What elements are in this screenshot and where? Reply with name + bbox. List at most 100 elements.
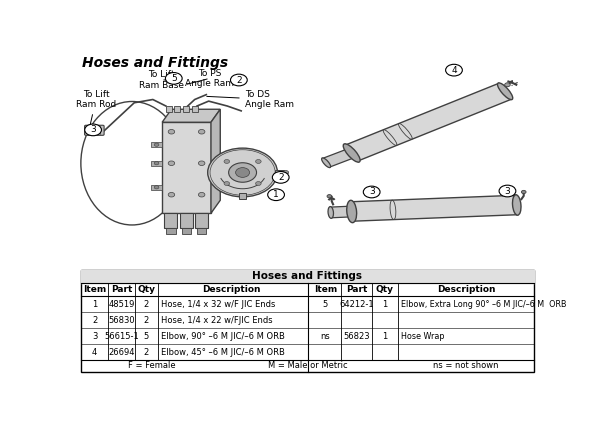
Text: 2: 2: [143, 316, 149, 325]
Circle shape: [168, 130, 175, 134]
Text: 3: 3: [369, 187, 374, 197]
Text: ns = not shown: ns = not shown: [433, 362, 499, 371]
Text: Part: Part: [111, 285, 132, 294]
FancyBboxPatch shape: [151, 185, 162, 190]
FancyBboxPatch shape: [151, 142, 162, 147]
Text: Item: Item: [83, 285, 106, 294]
Polygon shape: [323, 149, 355, 167]
Circle shape: [154, 162, 159, 165]
FancyBboxPatch shape: [174, 106, 180, 112]
Polygon shape: [345, 84, 512, 161]
Circle shape: [168, 161, 175, 165]
Text: 2: 2: [143, 348, 149, 357]
Circle shape: [224, 181, 230, 186]
FancyBboxPatch shape: [183, 106, 189, 112]
Text: Hose, 1/4 x 22 w/FJIC Ends: Hose, 1/4 x 22 w/FJIC Ends: [161, 316, 272, 325]
Text: 1: 1: [382, 332, 388, 341]
Circle shape: [521, 190, 526, 194]
FancyBboxPatch shape: [164, 213, 178, 228]
Text: 48519: 48519: [109, 300, 134, 308]
Text: Description: Description: [202, 285, 261, 294]
FancyBboxPatch shape: [197, 228, 206, 234]
Text: 26694: 26694: [108, 348, 135, 357]
Text: M = Male or Metric: M = Male or Metric: [268, 362, 347, 371]
Circle shape: [256, 181, 261, 186]
FancyBboxPatch shape: [182, 228, 191, 234]
Text: Elbow, 90° –6 M JIC/–6 M ORB: Elbow, 90° –6 M JIC/–6 M ORB: [161, 332, 284, 341]
Circle shape: [236, 168, 250, 177]
Ellipse shape: [347, 200, 356, 223]
Ellipse shape: [343, 144, 360, 162]
Text: 4: 4: [92, 348, 97, 357]
Ellipse shape: [497, 83, 513, 100]
Circle shape: [168, 192, 175, 197]
Ellipse shape: [328, 207, 334, 218]
FancyBboxPatch shape: [166, 106, 172, 112]
Text: 5: 5: [323, 300, 328, 308]
Text: 4: 4: [451, 66, 457, 75]
Circle shape: [268, 189, 284, 200]
Text: 2: 2: [92, 316, 97, 325]
Text: Elbow, 45° –6 M JIC/–6 M ORB: Elbow, 45° –6 M JIC/–6 M ORB: [161, 348, 284, 357]
Text: 3: 3: [505, 187, 511, 195]
FancyBboxPatch shape: [193, 106, 199, 112]
Text: 1: 1: [273, 190, 279, 199]
Text: To PS
Angle Ram: To PS Angle Ram: [185, 69, 235, 88]
Circle shape: [283, 170, 289, 174]
Text: F = Female: F = Female: [128, 362, 176, 371]
Circle shape: [224, 160, 230, 163]
Text: 2: 2: [143, 300, 149, 308]
FancyBboxPatch shape: [151, 161, 162, 166]
Ellipse shape: [322, 158, 331, 168]
FancyBboxPatch shape: [180, 213, 193, 228]
Text: 56823: 56823: [343, 332, 370, 341]
Circle shape: [230, 74, 247, 86]
Text: 1: 1: [382, 300, 388, 308]
Circle shape: [166, 73, 182, 84]
Text: To Lift
Ram Rod: To Lift Ram Rod: [76, 90, 116, 130]
Text: To Lift
Ram Base: To Lift Ram Base: [139, 70, 184, 89]
Text: Qty: Qty: [376, 285, 394, 294]
Text: 3: 3: [90, 125, 96, 134]
Circle shape: [154, 143, 159, 146]
Text: Elbow, Extra Long 90° –6 M JIC/–6 M  ORB: Elbow, Extra Long 90° –6 M JIC/–6 M ORB: [401, 300, 566, 308]
Circle shape: [327, 195, 332, 198]
Circle shape: [364, 186, 380, 198]
Text: Description: Description: [437, 285, 496, 294]
Text: Hoses and Fittings: Hoses and Fittings: [253, 271, 362, 281]
Polygon shape: [162, 109, 220, 122]
Text: 2: 2: [278, 173, 284, 182]
Text: Hose Wrap: Hose Wrap: [401, 332, 445, 341]
Text: Part: Part: [346, 285, 367, 294]
Text: 5: 5: [171, 74, 176, 83]
Circle shape: [85, 124, 101, 136]
Circle shape: [229, 163, 257, 182]
Circle shape: [256, 160, 261, 163]
Circle shape: [505, 83, 510, 87]
Circle shape: [272, 171, 289, 183]
Text: Hoses and Fittings: Hoses and Fittings: [82, 56, 228, 70]
FancyBboxPatch shape: [195, 213, 208, 228]
Text: Hose, 1/4 x 32 w/F JIC Ends: Hose, 1/4 x 32 w/F JIC Ends: [161, 300, 275, 308]
Polygon shape: [211, 109, 220, 213]
FancyBboxPatch shape: [239, 193, 247, 199]
Text: Qty: Qty: [137, 285, 155, 294]
Text: To DS
Angle Ram: To DS Angle Ram: [207, 90, 294, 109]
Ellipse shape: [512, 195, 521, 215]
Polygon shape: [208, 129, 211, 207]
FancyBboxPatch shape: [85, 125, 104, 135]
Circle shape: [199, 161, 205, 165]
Circle shape: [154, 186, 159, 189]
Text: 5: 5: [143, 332, 149, 341]
FancyBboxPatch shape: [162, 122, 211, 213]
FancyBboxPatch shape: [166, 228, 176, 234]
Circle shape: [199, 130, 205, 134]
Circle shape: [499, 185, 516, 197]
Circle shape: [446, 64, 463, 76]
Text: 1: 1: [92, 300, 97, 308]
Text: ns: ns: [320, 332, 330, 341]
Text: 2: 2: [236, 76, 242, 84]
Text: 64212-1: 64212-1: [339, 300, 374, 308]
Text: 56615-1: 56615-1: [104, 332, 139, 341]
FancyBboxPatch shape: [275, 170, 284, 175]
